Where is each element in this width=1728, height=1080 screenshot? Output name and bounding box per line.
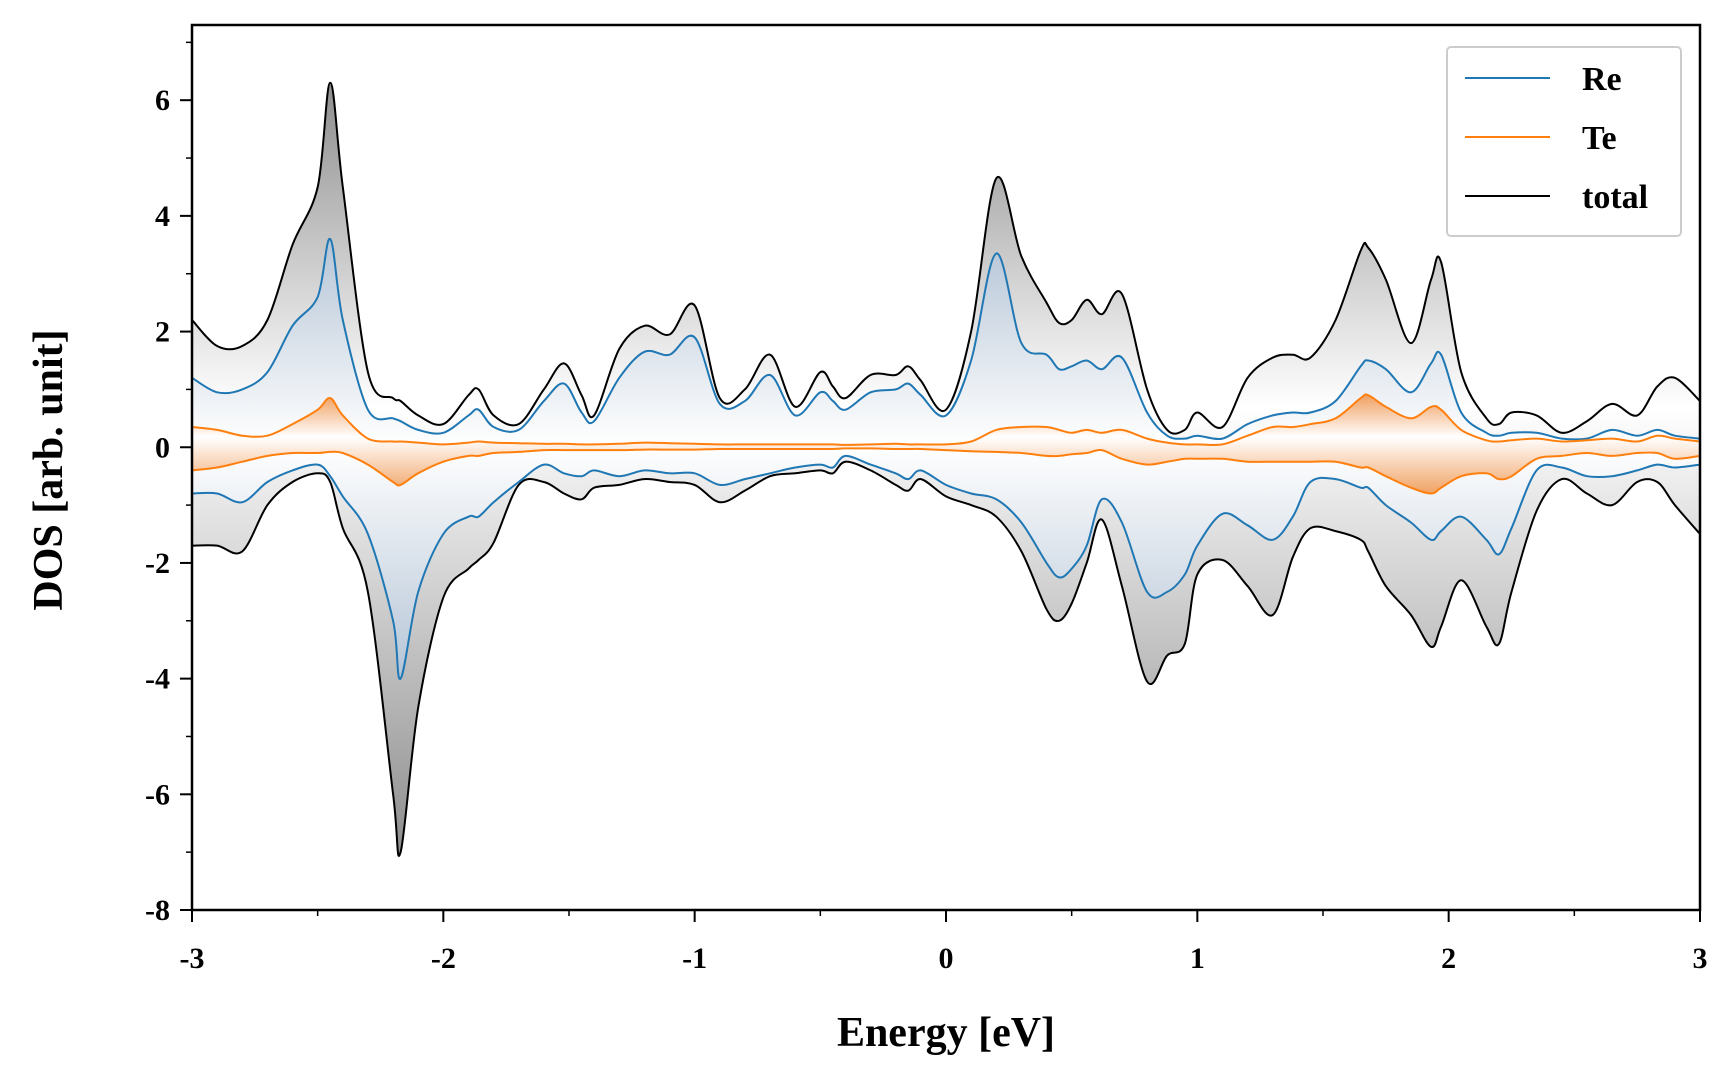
y-tick-label: -2 (145, 547, 170, 580)
plot-area (192, 81, 1700, 857)
series-line-te-spin-down (192, 447, 1700, 495)
y-axis: -8 -6 -4 -2 0 2 4 6 (145, 41, 192, 927)
series-line-re-spin-down (192, 454, 1700, 680)
area-re-spin-up (192, 238, 1700, 448)
x-tick-label: 0 (939, 942, 954, 975)
x-axis: -3 -2 -1 0 1 2 3 (180, 910, 1708, 975)
series-line-re-spin-up (192, 237, 1700, 441)
x-tick-label: -3 (180, 942, 205, 975)
series-line-te-spin-up (192, 393, 1700, 447)
x-tick-label: -1 (682, 942, 707, 975)
x-tick-label: -2 (431, 942, 456, 975)
y-tick-label: 6 (155, 84, 170, 117)
y-tick-label: -8 (145, 894, 170, 927)
legend-label-te: Te (1582, 120, 1617, 157)
area-re-spin-down (192, 447, 1700, 680)
legend: Re Te total (1446, 46, 1682, 237)
area-total-spin-up (192, 82, 1700, 448)
y-tick-label: -6 (145, 778, 170, 811)
area-te-spin-down (192, 447, 1700, 494)
x-tick-label: 1 (1190, 942, 1205, 975)
y-tick-label: 2 (155, 316, 170, 349)
area-te-spin-up (192, 394, 1700, 448)
x-tick-label: 3 (1693, 942, 1708, 975)
series-line-total-spin-up (192, 81, 1700, 435)
legend-label-total: total (1582, 179, 1648, 216)
legend-label-re: Re (1582, 61, 1622, 98)
y-axis-title: DOS [arb. unit] (26, 329, 72, 610)
series-line-total-spin-down (192, 460, 1700, 857)
x-tick-label: 2 (1441, 942, 1456, 975)
y-tick-label: -4 (145, 663, 170, 696)
x-axis-title: Energy [eV] (837, 1010, 1055, 1056)
y-tick-label: 0 (155, 431, 170, 464)
y-tick-label: 4 (155, 200, 170, 233)
legend-box (1446, 46, 1682, 237)
dos-lines (192, 81, 1700, 857)
